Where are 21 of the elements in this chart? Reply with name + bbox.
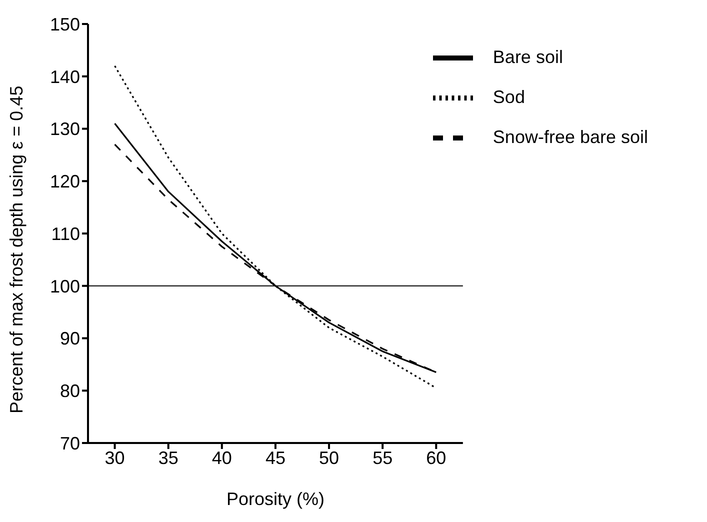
- x-tick-label: 30: [104, 448, 125, 468]
- x-tick-label: 45: [265, 448, 286, 468]
- y-tick-label: 130: [50, 119, 80, 140]
- legend-label: Snow-free bare soil: [492, 126, 648, 147]
- x-tick-label: 40: [212, 448, 232, 468]
- x-tick-label: 50: [319, 448, 340, 468]
- y-axis-title: Percent of max frost depth using ε = 0.45: [6, 86, 26, 414]
- legend-label: Bare soil: [492, 46, 563, 67]
- y-tick-label: 140: [50, 66, 80, 87]
- x-tick-label: 35: [158, 448, 178, 468]
- y-tick-label: 150: [50, 14, 80, 34]
- x-tick-label: 60: [426, 448, 446, 468]
- legend-label: Sod: [492, 86, 525, 107]
- y-tick-label: 80: [60, 381, 80, 402]
- x-axis-title: Porosity (%): [226, 489, 324, 509]
- y-tick-label: 70: [60, 433, 80, 454]
- y-tick-label: 100: [50, 276, 80, 296]
- y-tick-label: 90: [60, 328, 80, 349]
- y-tick-label: 110: [51, 224, 80, 244]
- y-tick-label: 120: [50, 172, 80, 192]
- x-tick-label: 55: [372, 448, 393, 468]
